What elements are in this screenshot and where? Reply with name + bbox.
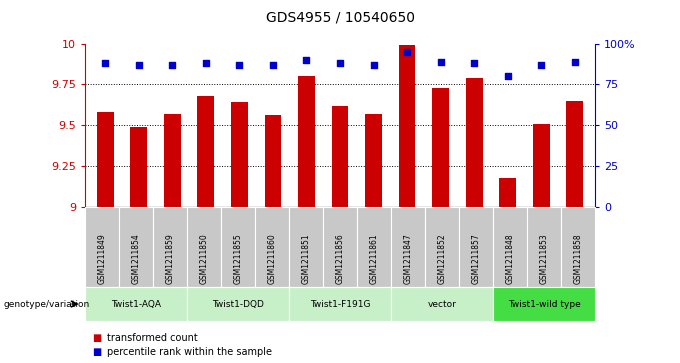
Text: GSM1211849: GSM1211849 — [97, 233, 107, 284]
Point — [167, 62, 177, 68]
Text: GSM1211850: GSM1211850 — [199, 233, 209, 284]
Text: GDS4955 / 10540650: GDS4955 / 10540650 — [265, 11, 415, 25]
Point — [402, 49, 413, 54]
Text: GSM1211853: GSM1211853 — [539, 233, 549, 284]
Bar — [466, 78, 483, 207]
Text: GSM1211851: GSM1211851 — [301, 233, 311, 284]
Bar — [164, 114, 181, 207]
Bar — [298, 76, 315, 207]
Text: GSM1211852: GSM1211852 — [437, 233, 447, 284]
Point — [267, 62, 278, 68]
Text: GSM1211855: GSM1211855 — [233, 233, 243, 284]
Text: GSM1211847: GSM1211847 — [403, 233, 413, 284]
Bar — [398, 45, 415, 207]
Text: GSM1211856: GSM1211856 — [335, 233, 345, 284]
Bar — [332, 106, 348, 207]
Point — [435, 58, 446, 64]
Bar — [97, 112, 114, 207]
Point — [335, 60, 345, 66]
Text: ■: ■ — [92, 347, 101, 357]
Point — [201, 60, 211, 66]
Text: GSM1211861: GSM1211861 — [369, 233, 379, 284]
Point — [503, 73, 513, 79]
Text: genotype/variation: genotype/variation — [3, 299, 90, 309]
Bar — [265, 115, 282, 207]
Text: Twist1-AQA: Twist1-AQA — [111, 299, 161, 309]
Bar — [566, 101, 583, 207]
Bar — [197, 96, 214, 207]
Bar — [365, 114, 382, 207]
Text: GSM1211859: GSM1211859 — [165, 233, 175, 284]
Point — [569, 58, 580, 64]
Bar — [499, 178, 516, 207]
Text: Twist1-DQD: Twist1-DQD — [212, 299, 264, 309]
Bar — [432, 87, 449, 207]
Text: Twist1-F191G: Twist1-F191G — [310, 299, 370, 309]
Point — [368, 62, 379, 68]
Text: ■: ■ — [92, 333, 101, 343]
Point — [469, 60, 479, 66]
Text: GSM1211858: GSM1211858 — [573, 233, 583, 284]
Text: vector: vector — [428, 299, 456, 309]
Text: GSM1211857: GSM1211857 — [471, 233, 481, 284]
Text: transformed count: transformed count — [107, 333, 197, 343]
Point — [536, 62, 547, 68]
Text: percentile rank within the sample: percentile rank within the sample — [107, 347, 272, 357]
Bar — [533, 123, 549, 207]
Bar — [231, 102, 248, 207]
Point — [133, 62, 144, 68]
Point — [301, 57, 312, 63]
Point — [234, 62, 245, 68]
Text: GSM1211854: GSM1211854 — [131, 233, 141, 284]
Text: GSM1211848: GSM1211848 — [505, 233, 515, 284]
Bar — [131, 127, 147, 207]
Point — [100, 60, 111, 66]
Text: Twist1-wild type: Twist1-wild type — [508, 299, 580, 309]
Text: GSM1211860: GSM1211860 — [267, 233, 277, 284]
